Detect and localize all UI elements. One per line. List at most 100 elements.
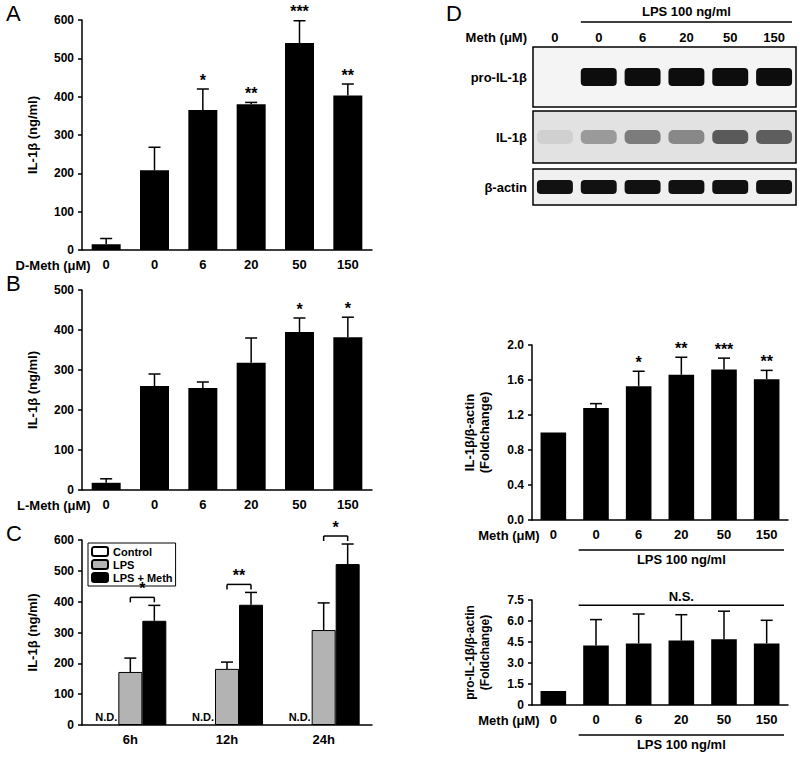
svg-text:LPS 100 ng/ml: LPS 100 ng/ml: [637, 737, 726, 752]
svg-text:150: 150: [756, 527, 778, 542]
svg-text:0: 0: [151, 497, 158, 512]
svg-text:200: 200: [54, 656, 74, 670]
svg-text:*: *: [200, 72, 207, 89]
svg-text:300: 300: [54, 128, 74, 142]
svg-text:pro-IL-1β/β-actin: pro-IL-1β/β-actin: [463, 605, 477, 700]
svg-text:1.6: 1.6: [507, 373, 524, 387]
svg-text:**: **: [675, 340, 688, 357]
svg-text:20: 20: [244, 497, 258, 512]
svg-text:7.5: 7.5: [507, 593, 524, 607]
svg-text:6: 6: [199, 497, 206, 512]
svg-text:100: 100: [54, 205, 74, 219]
svg-text:N.D.: N.D.: [192, 711, 214, 723]
svg-text:600: 600: [54, 13, 74, 27]
svg-text:0: 0: [151, 257, 158, 272]
svg-text:0: 0: [595, 30, 602, 45]
svg-text:20: 20: [674, 527, 688, 542]
svg-text:Meth (μM): Meth (μM): [478, 528, 539, 543]
svg-text:20: 20: [679, 30, 693, 45]
svg-text:D: D: [446, 1, 462, 26]
svg-text:0: 0: [67, 483, 74, 497]
svg-text:0: 0: [592, 527, 599, 542]
svg-text:6: 6: [635, 712, 642, 727]
svg-text:50: 50: [717, 712, 731, 727]
svg-text:IL-1β (ng/ml): IL-1β (ng/ml): [25, 96, 40, 174]
svg-text:IL-1β (ng/ml): IL-1β (ng/ml): [25, 351, 40, 429]
svg-text:A: A: [6, 1, 21, 26]
svg-text:C: C: [6, 521, 22, 546]
svg-text:100: 100: [54, 687, 74, 701]
svg-text:600: 600: [54, 533, 74, 547]
svg-text:0: 0: [103, 257, 110, 272]
svg-text:IL-1β: IL-1β: [496, 130, 527, 145]
svg-text:LPS: LPS: [113, 559, 134, 571]
svg-text:1.5: 1.5: [507, 677, 524, 691]
svg-text:24h: 24h: [312, 732, 334, 747]
svg-text:N.D.: N.D.: [95, 711, 117, 723]
svg-text:Meth (μM): Meth (μM): [466, 30, 527, 45]
svg-text:Meth (μM): Meth (μM): [478, 713, 539, 728]
svg-text:150: 150: [763, 30, 785, 45]
svg-text:6: 6: [635, 527, 642, 542]
svg-text:300: 300: [54, 363, 74, 377]
svg-text:150: 150: [756, 712, 778, 727]
svg-text:200: 200: [54, 166, 74, 180]
svg-text:0: 0: [550, 712, 557, 727]
svg-text:500: 500: [54, 283, 74, 297]
svg-text:6.0: 6.0: [507, 614, 524, 628]
svg-text:**: **: [760, 353, 773, 370]
svg-text:LPS 100 ng/ml: LPS 100 ng/ml: [637, 552, 726, 567]
svg-text:B: B: [6, 271, 21, 296]
svg-text:**: **: [245, 85, 258, 102]
svg-text:pro-IL-1β: pro-IL-1β: [471, 70, 527, 85]
svg-text:300: 300: [54, 626, 74, 640]
svg-text:N.D.: N.D.: [289, 711, 311, 723]
svg-text:1.2: 1.2: [507, 408, 524, 422]
svg-text:100: 100: [54, 443, 74, 457]
svg-text:0: 0: [67, 243, 74, 257]
svg-text:***: ***: [715, 341, 734, 358]
svg-text:200: 200: [54, 403, 74, 417]
svg-text:0.0: 0.0: [507, 513, 524, 527]
svg-text:4.5: 4.5: [507, 635, 524, 649]
svg-text:500: 500: [54, 564, 74, 578]
svg-text:IL-1β (ng/ml): IL-1β (ng/ml): [25, 594, 40, 672]
svg-text:N.S.: N.S.: [669, 589, 694, 604]
svg-text:50: 50: [292, 497, 306, 512]
svg-text:50: 50: [717, 527, 731, 542]
svg-text:0: 0: [67, 718, 74, 732]
svg-text:*: *: [345, 300, 352, 317]
svg-text:***: ***: [290, 3, 309, 20]
svg-text:400: 400: [54, 595, 74, 609]
svg-text:0.8: 0.8: [507, 443, 524, 457]
svg-text:L-Meth (μM): L-Meth (μM): [17, 498, 91, 513]
svg-text:150: 150: [337, 497, 359, 512]
svg-text:20: 20: [244, 257, 258, 272]
svg-text:*: *: [636, 354, 643, 371]
svg-text:400: 400: [54, 323, 74, 337]
svg-text:0: 0: [517, 698, 524, 712]
svg-text:3.0: 3.0: [507, 656, 524, 670]
svg-text:0: 0: [551, 30, 558, 45]
svg-text:**: **: [342, 67, 355, 84]
svg-text:500: 500: [54, 51, 74, 65]
svg-text:6h: 6h: [123, 732, 138, 747]
svg-text:50: 50: [723, 30, 737, 45]
svg-text:0: 0: [550, 527, 557, 542]
svg-text:D-Meth (μM): D-Meth (μM): [16, 258, 91, 273]
svg-text:**: **: [233, 567, 246, 584]
svg-text:LPS 100 ng/ml: LPS 100 ng/ml: [642, 4, 731, 19]
svg-text:12h: 12h: [216, 732, 238, 747]
svg-text:(Foldchange): (Foldchange): [477, 392, 492, 474]
svg-text:*: *: [139, 580, 146, 597]
svg-text:Control: Control: [113, 546, 152, 558]
svg-text:6: 6: [639, 30, 646, 45]
svg-text:150: 150: [337, 257, 359, 272]
svg-text:(Foldchange): (Foldchange): [478, 615, 492, 690]
svg-text:0: 0: [103, 497, 110, 512]
svg-text:IL-1β/β-actin: IL-1β/β-actin: [462, 394, 477, 471]
svg-text:400: 400: [54, 90, 74, 104]
svg-text:β-actin: β-actin: [484, 180, 527, 195]
svg-text:50: 50: [292, 257, 306, 272]
svg-text:2.0: 2.0: [507, 338, 524, 352]
